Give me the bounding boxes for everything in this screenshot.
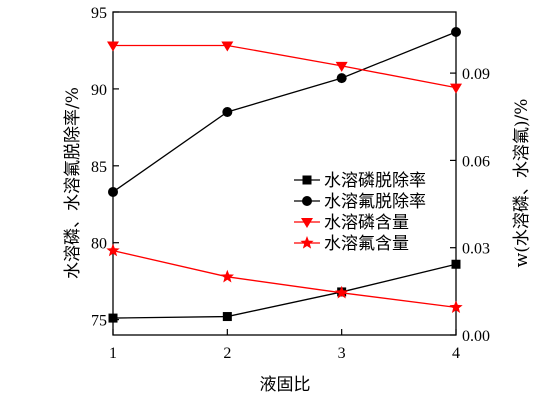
series-line — [112, 263, 457, 319]
right-y-axis-title: w(水溶磷、水溶氟)/% — [512, 99, 532, 268]
legend-marker — [302, 196, 312, 206]
series-line — [112, 31, 457, 193]
data-point — [222, 106, 233, 117]
legend-label: 水溶氟含量 — [324, 234, 409, 254]
legend-marker — [302, 175, 312, 185]
legend-entry: 水溶磷含量 — [294, 213, 409, 233]
data-point — [108, 186, 118, 197]
legend-marker — [301, 218, 313, 228]
left-y-tick-label: 95 — [91, 5, 107, 22]
plot-frame — [112, 11, 457, 336]
right-y-tick-label: 0.06 — [462, 153, 490, 170]
chart-axes: 1 2 3 4 75 80 85 90 95 0.00 0.03 0.06 0.09 — [91, 5, 490, 362]
data-point — [222, 312, 232, 322]
left-y-tick-label: 90 — [91, 82, 107, 99]
data-point — [221, 41, 234, 52]
data-point — [106, 243, 120, 257]
data-point — [336, 73, 347, 84]
x-axis-title: 液固比 — [260, 375, 311, 395]
legend-marker — [300, 236, 314, 249]
legend-label: 水溶磷含量 — [324, 213, 409, 233]
data-point — [108, 313, 118, 323]
data-point — [450, 83, 462, 94]
series-3 — [107, 41, 462, 94]
legend-entry: 水溶氟脱除率 — [294, 192, 426, 212]
data-point — [107, 41, 119, 52]
data-point — [451, 26, 461, 37]
left-y-tick-label: 85 — [91, 159, 107, 176]
legend-entry: 水溶磷脱除率 — [294, 171, 426, 191]
series-line — [113, 44, 457, 89]
legend-entry: 水溶氟含量 — [294, 234, 409, 254]
right-y-tick-label: 0.09 — [462, 66, 490, 83]
left-y-tick-label: 75 — [91, 313, 107, 330]
x-tick-label: 4 — [452, 345, 460, 362]
data-point — [335, 61, 348, 72]
series-4 — [106, 243, 463, 314]
x-tick-label: 3 — [338, 345, 346, 362]
right-y-tick-label: 0.00 — [462, 328, 490, 345]
series-1 — [108, 259, 461, 323]
data-point — [449, 300, 463, 314]
x-tick-label: 1 — [109, 345, 117, 362]
series-line — [112, 249, 457, 309]
legend-label: 水溶氟脱除率 — [324, 192, 426, 212]
chart-series — [106, 26, 463, 323]
series-2 — [108, 26, 461, 197]
data-point — [451, 259, 461, 269]
left-y-axis-title: 水溶磷、水溶氟脱除率/% — [63, 87, 83, 279]
x-tick-label: 2 — [223, 345, 231, 362]
left-y-tick-label: 80 — [91, 236, 107, 253]
right-y-tick-label: 0.03 — [462, 241, 490, 258]
data-point — [220, 269, 234, 283]
data-point — [335, 285, 349, 299]
legend-label: 水溶磷脱除率 — [324, 171, 426, 191]
